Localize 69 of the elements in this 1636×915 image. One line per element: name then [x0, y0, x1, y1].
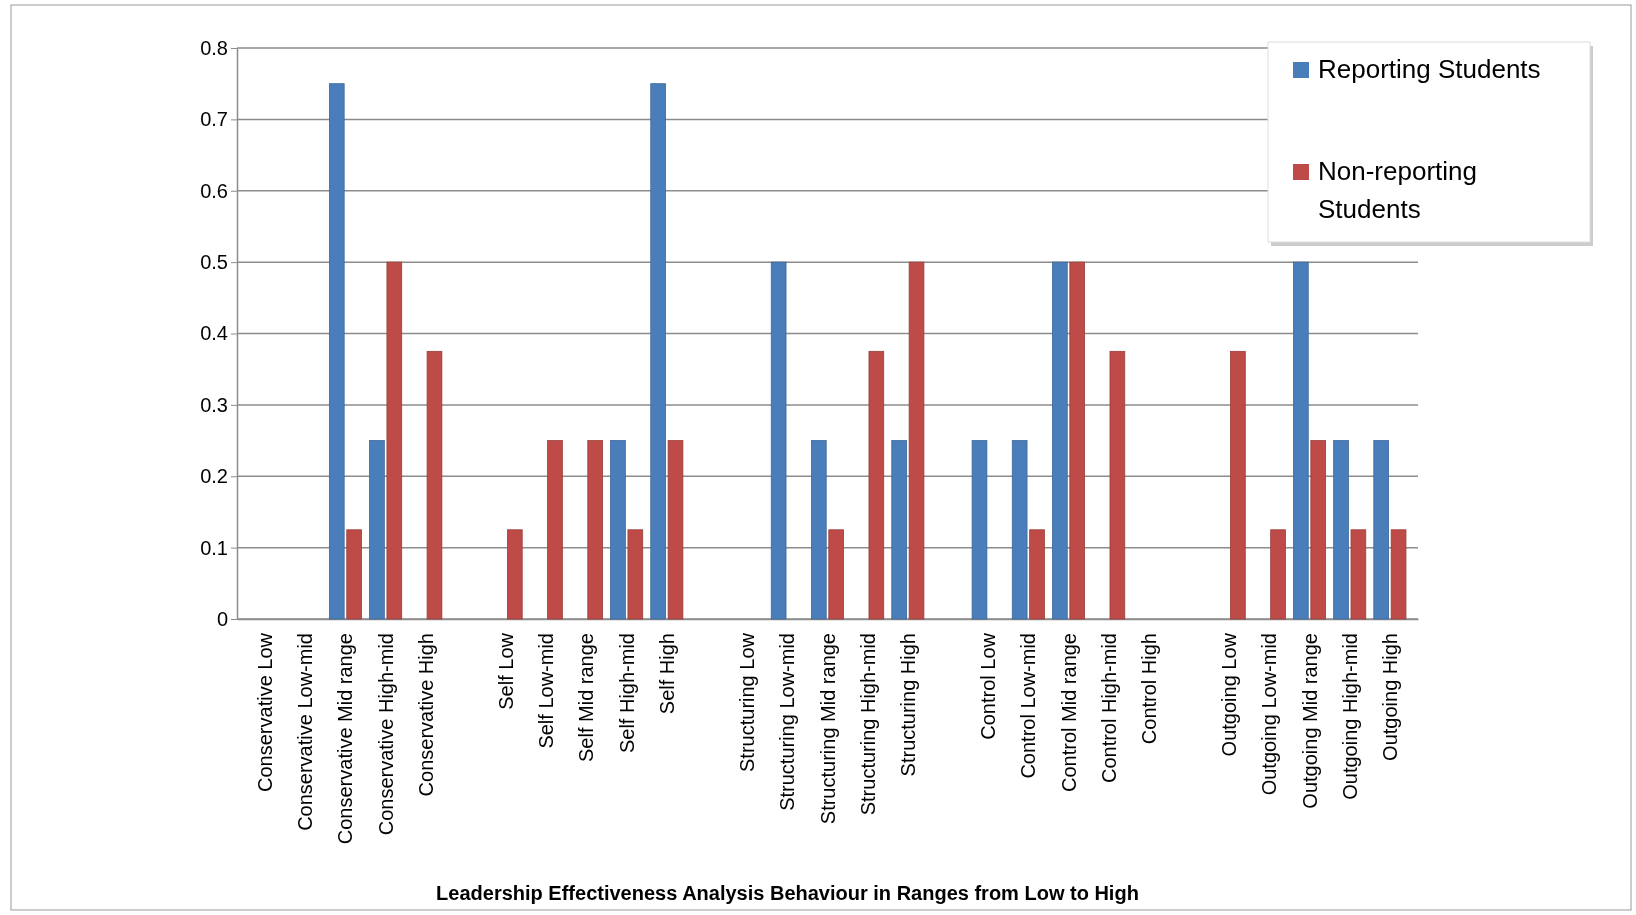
x-tick-label: Control High [1137, 633, 1160, 745]
y-tick-label: 0.1 [200, 536, 228, 559]
x-tick-label: Outgoing Low [1218, 632, 1241, 757]
y-tick-label: 0.4 [200, 322, 228, 345]
y-tick-label: 0.5 [200, 251, 228, 274]
bar [386, 261, 403, 620]
bar [587, 440, 603, 620]
x-tick-label: Conservative High [414, 633, 437, 797]
x-tick-label: Self High [655, 633, 678, 715]
bar [1373, 440, 1389, 620]
bar [1310, 440, 1327, 620]
bar [507, 529, 523, 620]
y-tick-label: 0.7 [200, 108, 228, 131]
x-tick-label: Self High-mid [615, 633, 638, 754]
x-tick-label: Control Low [977, 632, 1000, 740]
x-tick-label: Control Low-mid [1017, 633, 1040, 779]
bar [1052, 261, 1068, 620]
bar [1293, 261, 1309, 620]
bar [369, 440, 385, 620]
y-tick-label: 0.2 [200, 465, 228, 488]
bar [547, 440, 563, 620]
y-tick-label: 0.6 [200, 179, 228, 202]
x-tick-label: Outgoing Low-mid [1258, 633, 1281, 796]
x-tick-label: Outgoing High-mid [1338, 633, 1361, 800]
x-tick-label: Structuring High-mid [856, 633, 879, 816]
bar [1333, 440, 1349, 620]
bar [650, 83, 666, 620]
bar [667, 440, 684, 620]
x-tick-label: Control Mid range [1057, 633, 1080, 792]
bar [770, 261, 787, 620]
bar [346, 529, 362, 620]
x-tick-label: Conservative High-mid [374, 633, 397, 836]
legend-label: Non-reporting Students [1318, 156, 1477, 224]
bar [868, 350, 885, 620]
bar [828, 529, 844, 620]
x-tick-label: Structuring Low-mid [776, 633, 799, 811]
x-tick-label: Structuring High [896, 633, 919, 777]
legend-label: Reporting Students [1318, 54, 1541, 84]
x-tick-label: Control High-mid [1097, 633, 1120, 784]
bar [1230, 350, 1246, 620]
y-tick-label: 0.3 [200, 393, 228, 416]
bar [908, 261, 925, 620]
x-tick-label: Structuring Low [736, 632, 759, 772]
bar [1069, 261, 1085, 620]
bar [627, 529, 644, 620]
bar [971, 440, 988, 620]
bar [1270, 529, 1286, 620]
y-tick-label: 0 [216, 607, 228, 630]
bar [1011, 440, 1028, 620]
bar [426, 350, 443, 620]
bar [1109, 350, 1126, 620]
x-tick-label: Self Low-mid [535, 633, 558, 749]
bar [811, 440, 827, 620]
x-tick-label: Outgoing High [1378, 633, 1401, 761]
y-tick-label: 0.8 [200, 36, 228, 59]
x-tick-label: Conservative Low-mid [294, 633, 317, 831]
bar [1029, 529, 1045, 620]
x-tick-label: Self Mid range [575, 633, 598, 762]
x-tick-label: Conservative Mid range [334, 633, 357, 845]
bar [1350, 529, 1367, 620]
x-tick-label: Structuring Mid range [816, 633, 839, 825]
x-axis-title: Leadership Effectiveness Analysis Behaviour in Ranges from Low to High [436, 882, 1139, 904]
bar [891, 440, 907, 620]
x-tick-label: Self Low [495, 632, 518, 710]
bar [610, 440, 626, 620]
x-tick-label: Outgoing Mid range [1298, 633, 1321, 809]
x-tick-label: Conservative Low [254, 632, 277, 792]
bar [1390, 529, 1407, 620]
bar [328, 83, 345, 620]
